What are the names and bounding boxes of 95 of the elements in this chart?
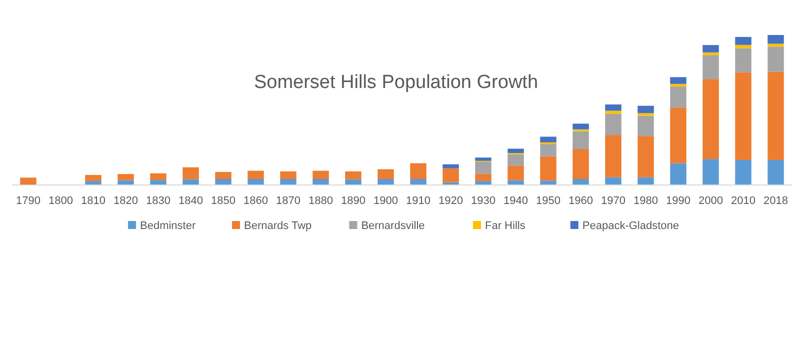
bar bbox=[508, 148, 524, 154]
text: Somerset Hills Population Growth bbox=[254, 72, 538, 93]
bar bbox=[605, 177, 622, 185]
bar bbox=[248, 170, 264, 179]
bar bbox=[215, 172, 232, 179]
bar bbox=[768, 44, 784, 47]
bar bbox=[410, 179, 426, 185]
bar bbox=[475, 162, 492, 174]
bar bbox=[150, 173, 166, 180]
legend-label: Bernardsville bbox=[361, 220, 425, 232]
bar bbox=[540, 136, 556, 142]
x-tick-label: 1970 bbox=[601, 195, 626, 207]
bar bbox=[702, 52, 719, 56]
bar bbox=[572, 149, 589, 179]
x-tick-label: 1990 bbox=[666, 195, 690, 207]
bar bbox=[475, 158, 492, 161]
x-tick-label: 1950 bbox=[536, 195, 560, 207]
bar bbox=[280, 179, 296, 185]
bar bbox=[702, 45, 719, 52]
bar bbox=[768, 160, 784, 185]
bar bbox=[442, 168, 459, 182]
bar bbox=[670, 84, 686, 87]
bar bbox=[768, 35, 784, 44]
bar bbox=[605, 114, 622, 136]
bar bbox=[378, 169, 394, 179]
bar bbox=[345, 171, 362, 180]
bar bbox=[638, 136, 654, 178]
bar bbox=[20, 178, 36, 185]
x-tick-label: 1800 bbox=[48, 195, 73, 207]
x-tick-label: 1910 bbox=[406, 195, 430, 207]
bar bbox=[702, 79, 719, 160]
bar bbox=[735, 72, 752, 160]
x-tick-label: 1810 bbox=[81, 195, 106, 207]
bar bbox=[475, 174, 492, 181]
bar bbox=[735, 48, 752, 72]
x-tick-label: 1820 bbox=[114, 195, 138, 207]
x-tick-label: 1930 bbox=[471, 195, 496, 207]
bar bbox=[735, 160, 752, 185]
bar bbox=[572, 124, 589, 130]
bar bbox=[768, 72, 784, 160]
x-tick-label: 1860 bbox=[244, 195, 268, 207]
bar bbox=[670, 86, 686, 108]
bar bbox=[150, 180, 166, 185]
x-tick-label: 1830 bbox=[146, 195, 170, 207]
bar bbox=[442, 164, 459, 168]
x-tick-label: 1790 bbox=[16, 195, 40, 207]
bar bbox=[638, 106, 654, 114]
bar bbox=[118, 174, 134, 180]
bar bbox=[735, 36, 752, 45]
x-tick-label: 1890 bbox=[341, 195, 366, 207]
x-tick-label: 2000 bbox=[698, 195, 723, 207]
bar bbox=[280, 171, 296, 179]
x-tick-label: 1900 bbox=[374, 195, 398, 207]
bar bbox=[85, 174, 102, 181]
x-tick-label: 2010 bbox=[731, 195, 756, 207]
bar bbox=[735, 44, 752, 48]
bar bbox=[248, 179, 264, 185]
bar bbox=[638, 177, 654, 185]
bar bbox=[508, 154, 524, 166]
bar bbox=[182, 167, 199, 180]
bar bbox=[410, 163, 426, 179]
bar bbox=[702, 159, 719, 185]
x-tick-label: 1870 bbox=[276, 195, 300, 207]
x-tick-label: 1880 bbox=[308, 195, 333, 207]
bar bbox=[638, 113, 654, 116]
x-tick-label: 1980 bbox=[634, 195, 658, 207]
x-tick-label: 2018 bbox=[764, 195, 788, 207]
bar bbox=[670, 108, 686, 164]
x-tick-label: 1840 bbox=[178, 195, 203, 207]
bar bbox=[605, 135, 622, 178]
bar bbox=[768, 46, 784, 72]
bar bbox=[540, 180, 556, 185]
bar bbox=[540, 156, 556, 181]
bar bbox=[312, 179, 329, 185]
bar bbox=[638, 116, 654, 136]
bar bbox=[670, 163, 686, 185]
bar bbox=[670, 77, 686, 84]
bar bbox=[572, 179, 589, 185]
bar bbox=[540, 144, 556, 156]
legend-label: Far Hills bbox=[485, 220, 526, 232]
legend-label: Peapack-Gladstone bbox=[582, 220, 680, 232]
legend-label: Bernards Twp bbox=[244, 220, 312, 232]
bar bbox=[378, 179, 394, 185]
bar bbox=[605, 104, 622, 111]
bar bbox=[702, 55, 719, 80]
bar bbox=[572, 131, 589, 149]
legend-label: Bedminster bbox=[140, 220, 196, 232]
bar bbox=[508, 166, 524, 180]
bar bbox=[605, 110, 622, 114]
x-tick-label: 1940 bbox=[504, 195, 528, 207]
x-tick-label: 1920 bbox=[438, 195, 463, 207]
bar bbox=[215, 179, 232, 185]
x-tick-label: 1850 bbox=[211, 195, 236, 207]
bar bbox=[312, 170, 329, 179]
x-tick-label: 1960 bbox=[568, 195, 593, 207]
